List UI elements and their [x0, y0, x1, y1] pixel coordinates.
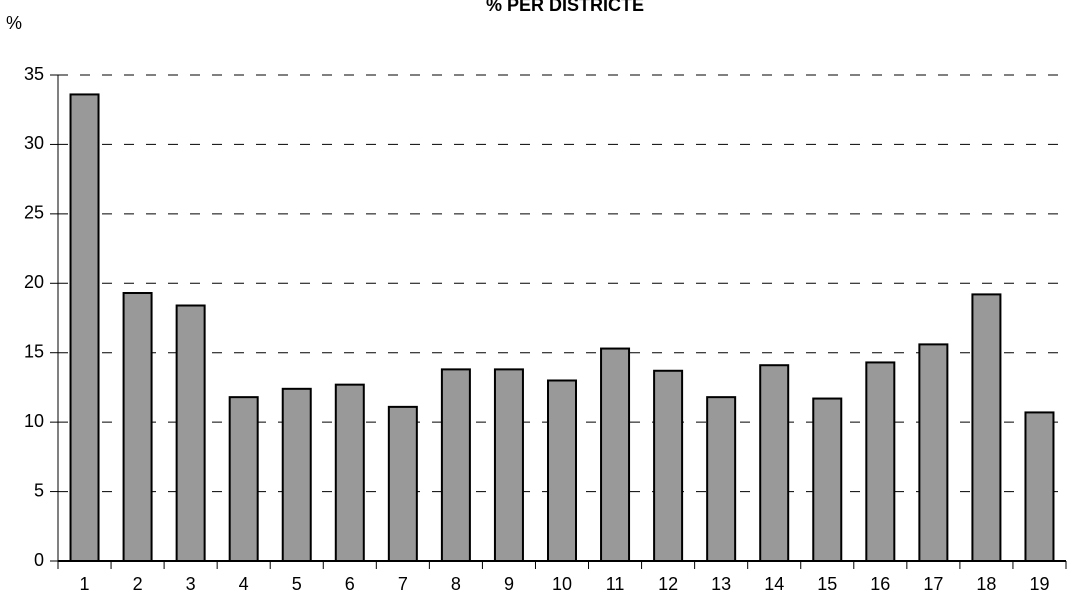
- x-tick-label: 16: [870, 574, 890, 594]
- bar: [918, 343, 949, 562]
- x-tick-label: 18: [976, 574, 996, 594]
- bar: [653, 369, 684, 562]
- x-tick-label: 5: [292, 574, 302, 594]
- y-tick-label: 10: [24, 411, 44, 431]
- x-tick-label: 1: [80, 574, 90, 594]
- bar: [228, 396, 259, 562]
- chart-title: % PER DISTRICTE: [486, 0, 644, 15]
- y-axis-label: %: [6, 13, 22, 33]
- x-tick-label: 3: [186, 574, 196, 594]
- x-tick-label: 8: [451, 574, 461, 594]
- x-tick-label: 11: [606, 574, 625, 594]
- bar: [387, 405, 418, 562]
- x-tick-label: 7: [398, 574, 408, 594]
- bar: [812, 397, 843, 562]
- bar: [1024, 411, 1055, 562]
- bar: [971, 293, 1002, 562]
- bar: [865, 361, 896, 563]
- y-tick-label: 15: [24, 341, 44, 361]
- bar: [547, 379, 577, 562]
- x-tick-label: 9: [504, 574, 514, 594]
- y-tick-label: 5: [34, 480, 44, 500]
- bar: [600, 347, 631, 563]
- x-tick-label: 2: [133, 574, 143, 594]
- y-tick-label: 30: [24, 133, 44, 153]
- bar: [122, 292, 153, 562]
- x-tick-label: 19: [1029, 574, 1049, 594]
- bar: [69, 93, 100, 562]
- x-tick-label: 13: [711, 574, 731, 594]
- bar: [440, 368, 471, 562]
- x-tick-label: 14: [764, 574, 784, 594]
- x-tick-label: 4: [239, 574, 249, 594]
- bar: [706, 396, 737, 562]
- bar: [175, 304, 206, 563]
- bar: [281, 387, 312, 562]
- x-tick-label: 6: [345, 574, 355, 594]
- y-tick-label: 0: [34, 550, 44, 570]
- bar: [759, 364, 790, 562]
- x-tick-label: 12: [658, 574, 678, 594]
- x-tick-label: 15: [817, 574, 837, 594]
- bar: [334, 383, 365, 562]
- bar: [493, 368, 524, 562]
- y-tick-label: 25: [24, 203, 44, 223]
- y-tick-label: 20: [24, 272, 44, 292]
- x-tick-label: 10: [552, 574, 572, 594]
- x-tick-label: 17: [923, 574, 943, 594]
- y-tick-label: 35: [24, 64, 44, 84]
